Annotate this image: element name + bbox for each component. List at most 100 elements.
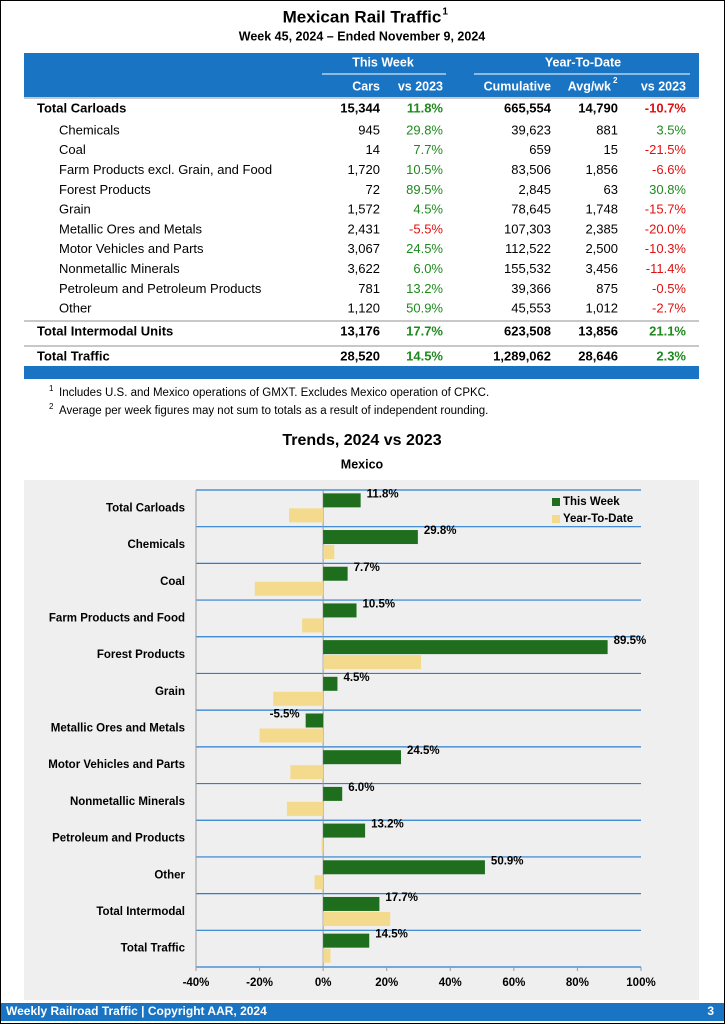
cell: 875 bbox=[596, 281, 618, 296]
cell: 2,845 bbox=[518, 182, 551, 197]
column-header: vs 2023 bbox=[641, 79, 686, 93]
row-label: Coal bbox=[59, 142, 86, 157]
category-label: Grain bbox=[155, 686, 185, 698]
value-label: 14.5% bbox=[375, 929, 408, 941]
cell: 45,553 bbox=[511, 301, 551, 316]
row-label: Forest Products bbox=[59, 182, 151, 197]
cell: 63 bbox=[604, 182, 618, 197]
cell: 29.8% bbox=[406, 122, 443, 137]
row-label: Total Traffic bbox=[37, 348, 110, 363]
group-header: This Week bbox=[352, 55, 414, 69]
column-header: vs 2023 bbox=[398, 79, 443, 93]
cell: 83,506 bbox=[511, 162, 551, 177]
row-label: Total Carloads bbox=[37, 100, 126, 115]
cell: 2,385 bbox=[585, 221, 618, 236]
bar bbox=[323, 911, 391, 926]
cell: -0.5% bbox=[652, 281, 686, 296]
cell: 39,623 bbox=[511, 122, 551, 137]
category-label: Metallic Ores and Metals bbox=[51, 723, 185, 735]
footer-text: Weekly Railroad Traffic | Copyright AAR,… bbox=[6, 1004, 267, 1018]
title-note: 1 bbox=[442, 7, 448, 18]
row-label: Nonmetallic Minerals bbox=[59, 261, 180, 276]
cell: 15,344 bbox=[340, 100, 381, 115]
column-header: Avg/wk bbox=[568, 79, 611, 93]
row-label: Other bbox=[59, 301, 92, 316]
bar bbox=[323, 566, 348, 581]
bar bbox=[286, 801, 324, 816]
value-label: 6.0% bbox=[348, 782, 374, 794]
cell: -11.4% bbox=[646, 261, 687, 276]
category-label: Nonmetallic Minerals bbox=[70, 796, 185, 808]
footnote-mark: 2 bbox=[49, 402, 54, 411]
cell: 112,522 bbox=[505, 241, 551, 256]
bar bbox=[254, 581, 324, 596]
legend-label: Year-To-Date bbox=[563, 513, 633, 525]
cell: 3,067 bbox=[347, 241, 380, 256]
cell: 1,748 bbox=[585, 202, 618, 217]
row-label: Grain bbox=[59, 202, 91, 217]
cell: 2,431 bbox=[347, 221, 380, 236]
bar bbox=[289, 508, 324, 523]
x-tick-label: -40% bbox=[183, 977, 210, 989]
cell: 78,645 bbox=[511, 202, 551, 217]
bar bbox=[323, 655, 422, 670]
bar bbox=[323, 948, 331, 963]
cell: 1,572 bbox=[347, 202, 380, 217]
bar bbox=[321, 838, 324, 853]
cell: 14.5% bbox=[406, 348, 443, 363]
x-tick-label: 80% bbox=[566, 977, 589, 989]
cell: 881 bbox=[596, 122, 618, 137]
page-number: 3 bbox=[707, 1004, 714, 1018]
chart-title: Trends, 2024 vs 2023 bbox=[282, 432, 441, 449]
cell: 107,303 bbox=[504, 221, 551, 236]
footnote-mark: 1 bbox=[49, 384, 54, 393]
row-label: Farm Products excl. Grain, and Food bbox=[59, 162, 272, 177]
cell: 14 bbox=[366, 142, 380, 157]
value-label: 10.5% bbox=[363, 598, 396, 610]
category-label: Total Carloads bbox=[106, 502, 185, 514]
bar bbox=[259, 728, 324, 743]
cell: 15 bbox=[604, 142, 618, 157]
cell: 13.2% bbox=[406, 281, 443, 296]
cell: 155,532 bbox=[504, 261, 551, 276]
x-tick-label: 40% bbox=[439, 977, 462, 989]
cell: 4.5% bbox=[413, 202, 443, 217]
cell: 13,856 bbox=[578, 323, 618, 338]
cell: 3.5% bbox=[656, 122, 686, 137]
value-label: 29.8% bbox=[424, 525, 457, 537]
table-header-band bbox=[24, 53, 699, 97]
category-label: Motor Vehicles and Parts bbox=[48, 759, 185, 771]
cell: 2,500 bbox=[585, 241, 618, 256]
category-label: Total Traffic bbox=[121, 943, 186, 955]
cell: 6.0% bbox=[413, 261, 443, 276]
bar bbox=[323, 640, 608, 655]
cell: 28,646 bbox=[578, 348, 618, 363]
subtitle: Week 45, 2024 – Ended November 9, 2024 bbox=[239, 29, 485, 43]
cell: 2.3% bbox=[656, 348, 686, 363]
value-label: 17.7% bbox=[385, 892, 418, 904]
value-label: 7.7% bbox=[354, 562, 380, 574]
column-header: Cumulative bbox=[484, 79, 551, 93]
x-tick-label: 100% bbox=[626, 977, 655, 989]
category-label: Coal bbox=[160, 576, 185, 588]
cell: 1,856 bbox=[585, 162, 618, 177]
cell: 1,012 bbox=[585, 301, 618, 316]
bar bbox=[323, 603, 357, 618]
cell: 28,520 bbox=[340, 348, 380, 363]
cell: 945 bbox=[358, 122, 380, 137]
cell: -6.6% bbox=[652, 162, 686, 177]
x-tick-label: 0% bbox=[315, 977, 332, 989]
value-label: 4.5% bbox=[343, 672, 369, 684]
cell: 1,289,062 bbox=[493, 348, 551, 363]
cell: 781 bbox=[358, 281, 380, 296]
x-tick-label: 20% bbox=[375, 977, 398, 989]
row-separator bbox=[24, 345, 699, 347]
cell: -2.7% bbox=[652, 301, 686, 316]
bar bbox=[323, 933, 370, 948]
cell: 50.9% bbox=[406, 301, 443, 316]
category-label: Total Intermodal bbox=[96, 906, 185, 918]
cell: 7.7% bbox=[413, 142, 443, 157]
bar bbox=[323, 493, 361, 508]
title: Mexican Rail Traffic bbox=[283, 7, 442, 26]
category-label: Chemicals bbox=[127, 539, 185, 551]
